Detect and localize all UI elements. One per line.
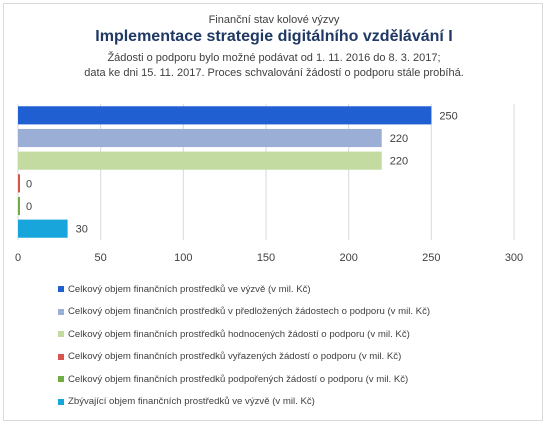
legend-swatch: [58, 308, 64, 315]
chart-frame: [3, 3, 543, 421]
data-label: 250: [439, 110, 457, 122]
chart-subtitle-line2: data ke dni 15. 11. 2017. Proces schvalo…: [84, 67, 464, 79]
x-tick-label: 0: [15, 252, 21, 264]
data-label: 220: [390, 156, 408, 168]
legend-item: Celkový objem finančních prostředků vyřa…: [58, 346, 538, 369]
legend-swatch: [58, 376, 64, 383]
data-label: 0: [26, 178, 32, 190]
legend-label: Celkový objem finančních prostředků hodn…: [68, 328, 410, 340]
data-label: 0: [26, 201, 32, 213]
legend-swatch: [58, 353, 64, 360]
bar: [18, 106, 432, 125]
bar: [18, 196, 20, 216]
legend-label: Celkový objem finančních prostředků ve v…: [68, 283, 311, 295]
x-tick-label: 200: [339, 252, 357, 264]
data-label: 30: [76, 224, 88, 236]
data-label: 220: [390, 133, 408, 145]
chart-supertitle: Finanční stav kolové výzvy: [208, 14, 340, 26]
legend-item: Zbývající objem finančních prostředků ve…: [58, 391, 538, 414]
legend-item: Celkový objem finančních prostředků ve v…: [58, 278, 538, 301]
bar: [18, 128, 382, 148]
bar: [18, 151, 382, 170]
legend-swatch: [58, 286, 64, 293]
bar: [18, 174, 20, 193]
legend-label: Zbývající objem finančních prostředků ve…: [68, 396, 315, 408]
legend-swatch: [58, 331, 64, 338]
legend-item: Celkový objem finančních prostředků v př…: [58, 301, 538, 324]
x-tick-label: 150: [257, 252, 275, 264]
chart-legend: Celkový objem finančních prostředků ve v…: [58, 278, 538, 413]
chart-subtitle-line1: Žádosti o podporu bylo možné podávat od …: [107, 52, 441, 64]
chart-title: Implementace strategie digitálního vzděl…: [95, 28, 453, 45]
legend-item: Celkový objem finančních prostředků hodn…: [58, 323, 538, 346]
legend-label: Celkový objem finančních prostředků vyřa…: [68, 351, 402, 363]
legend-swatch: [58, 398, 64, 405]
legend-label: Celkový objem finančních prostředků podp…: [68, 373, 409, 385]
x-tick-label: 250: [422, 252, 440, 264]
legend-label: Celkový objem finančních prostředků v př…: [68, 306, 431, 318]
x-tick-label: 100: [174, 252, 192, 264]
x-tick-label: 300: [505, 252, 523, 264]
bar: [18, 219, 68, 238]
x-tick-label: 50: [95, 252, 107, 264]
legend-item: Celkový objem finančních prostředků podp…: [58, 368, 538, 391]
